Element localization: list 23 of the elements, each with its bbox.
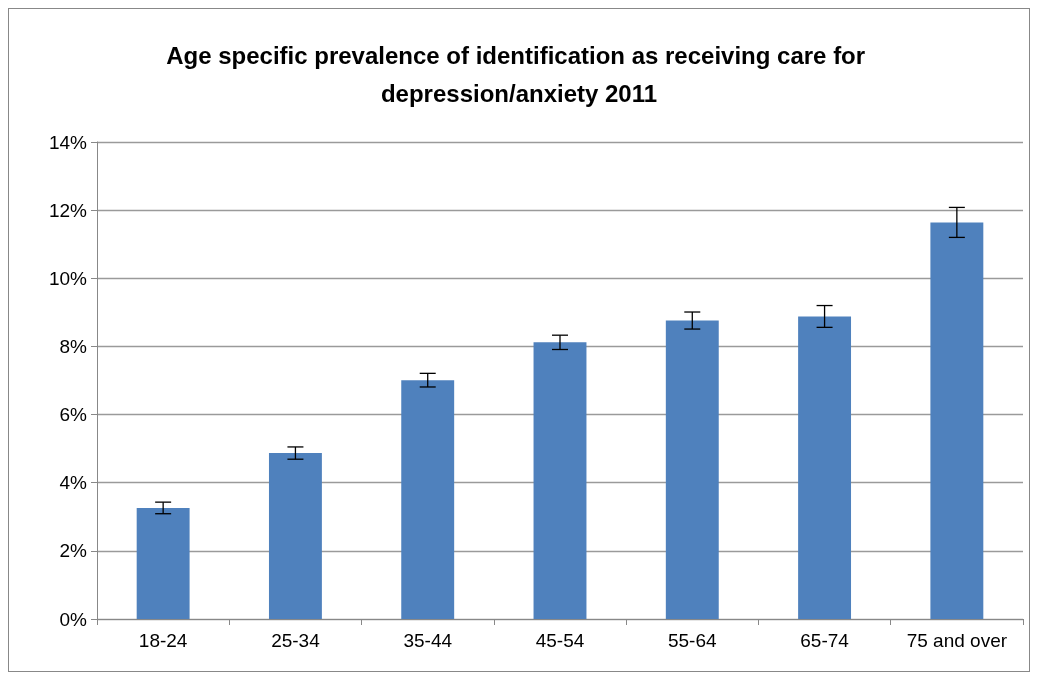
y-tick-label: 0% (59, 608, 88, 630)
y-tick-label: 14% (48, 131, 88, 153)
bar (533, 342, 587, 619)
x-tick-label: 45-54 (535, 630, 585, 651)
x-tick-label: 25-34 (271, 630, 321, 651)
y-tick-label: 8% (59, 335, 88, 357)
x-tick-label: 75 and over (906, 630, 1008, 651)
y-tick-label: 12% (48, 199, 88, 221)
bar (930, 222, 984, 619)
y-tick-label: 10% (48, 267, 88, 289)
bar (665, 320, 719, 619)
bar (798, 316, 852, 619)
x-tick-label: 55-64 (667, 630, 718, 651)
y-tick-label: 2% (59, 540, 88, 562)
x-tick-label: 35-44 (403, 630, 453, 651)
bar (401, 380, 455, 619)
y-tick-label: 4% (59, 472, 88, 494)
x-tick-label: 65-74 (800, 630, 850, 651)
x-tick-label: 18-24 (138, 630, 188, 651)
y-tick-label: 6% (59, 404, 88, 426)
chart-title: Age specific prevalence of identification as receiving care for depression/anxiety 2011 (166, 41, 872, 107)
bar (136, 507, 190, 619)
bar (268, 453, 322, 619)
